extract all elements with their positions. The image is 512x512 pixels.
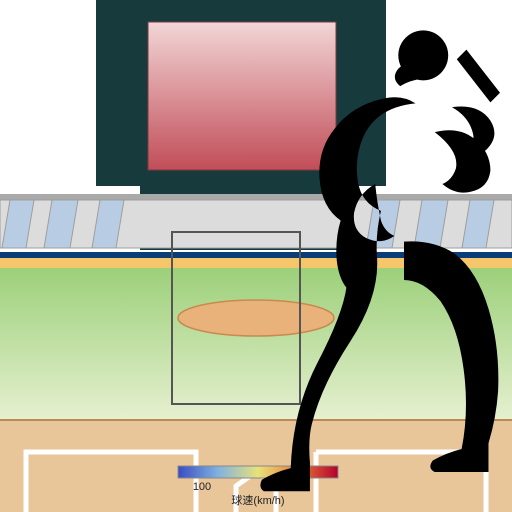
stands-cap <box>0 194 512 200</box>
legend-tick: 100 <box>193 481 211 493</box>
legend-label: 球速(km/h) <box>231 493 284 507</box>
pitch-scene: 100150球速(km/h) <box>0 0 512 512</box>
scoreboard-screen <box>148 22 336 170</box>
pitchers-mound <box>178 300 334 336</box>
speed-legend-bar <box>178 466 338 478</box>
